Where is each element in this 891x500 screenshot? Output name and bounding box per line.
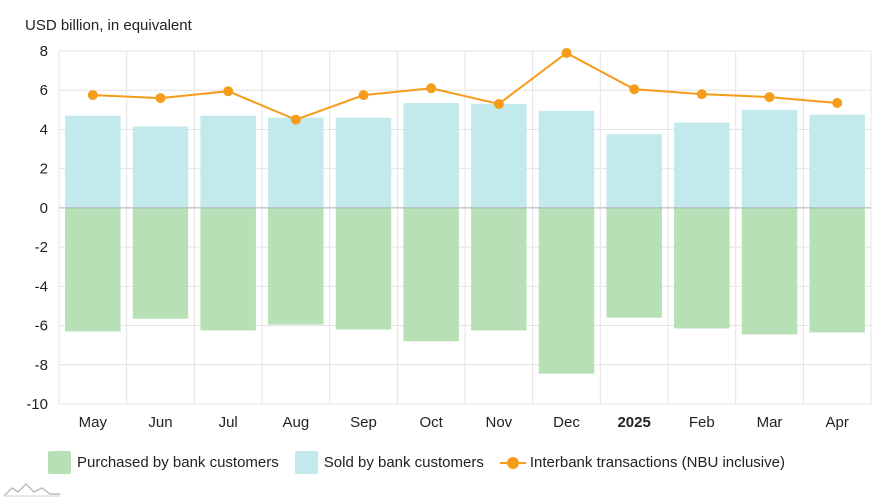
y-tick-label: -6 <box>35 318 48 335</box>
logo-icon <box>3 483 60 497</box>
bar-sold <box>809 114 865 208</box>
bar-sold <box>403 102 459 208</box>
legend-label-purchased: Purchased by bank customers <box>77 454 279 471</box>
point-interbank <box>493 98 504 109</box>
legend: Purchased by bank customers Sold by bank… <box>48 451 801 474</box>
legend-item-interbank[interactable]: Interbank transactions (NBU inclusive) <box>499 451 785 474</box>
legend-swatch-interbank <box>499 451 526 474</box>
bar-purchased <box>471 207 527 331</box>
bar-purchased <box>268 207 324 325</box>
x-tick-label: May <box>79 414 108 431</box>
x-tick-label: Apr <box>825 414 848 431</box>
bar-sold <box>65 115 121 208</box>
bar-purchased <box>606 207 662 318</box>
point-interbank <box>764 92 775 103</box>
bar-purchased <box>65 207 121 332</box>
bar-sold <box>741 109 798 208</box>
bar-sold <box>606 134 662 208</box>
x-tick-label: Jun <box>148 414 172 431</box>
bar-purchased <box>335 207 392 330</box>
point-interbank <box>290 114 301 125</box>
bar-sold <box>268 117 324 208</box>
y-tick-label: -4 <box>35 278 48 295</box>
x-tick-label: Mar <box>757 414 783 431</box>
series-line-interbank <box>92 51 838 121</box>
x-tick-label: Oct <box>419 414 443 431</box>
point-interbank <box>426 83 437 94</box>
point-interbank <box>696 89 707 100</box>
bar-purchased <box>538 207 595 374</box>
point-interbank <box>155 93 166 104</box>
bar-purchased <box>200 207 256 331</box>
bar-sold <box>132 126 189 208</box>
bar-sold <box>471 103 527 208</box>
bar-sold <box>335 117 392 208</box>
y-tick-label: 6 <box>40 82 48 99</box>
bar-purchased <box>132 207 189 319</box>
x-tick-label: 2025 <box>617 414 650 431</box>
y-tick-label: 8 <box>40 43 48 60</box>
point-interbank <box>629 84 640 95</box>
y-tick-label: 2 <box>40 161 48 178</box>
bar-sold <box>674 122 730 208</box>
x-tick-label: Sep <box>350 414 377 431</box>
y-tick-label: -8 <box>35 357 48 374</box>
bar-sold <box>200 115 256 208</box>
x-tick-label: Aug <box>282 414 309 431</box>
y-axis-label: USD billion, in equivalent <box>25 17 192 34</box>
legend-item-sold[interactable]: Sold by bank customers <box>294 451 484 474</box>
y-tick-label: 4 <box>40 121 48 138</box>
legend-swatch-purchased <box>48 451 71 474</box>
legend-label-interbank: Interbank transactions (NBU inclusive) <box>529 454 785 471</box>
point-interbank <box>358 90 369 101</box>
legend-label-sold: Sold by bank customers <box>323 454 484 471</box>
y-tick-label: 0 <box>40 200 48 217</box>
bar-purchased <box>674 207 730 329</box>
bar-purchased <box>741 207 798 335</box>
bar-purchased <box>809 207 865 333</box>
point-interbank <box>223 86 234 97</box>
point-interbank <box>561 47 572 58</box>
bar-purchased <box>403 207 459 342</box>
x-tick-label: Jul <box>219 414 238 431</box>
point-interbank <box>832 97 843 108</box>
y-tick-label: -2 <box>35 239 48 256</box>
legend-item-purchased[interactable]: Purchased by bank customers <box>48 451 279 474</box>
x-tick-label: Feb <box>689 414 715 431</box>
x-tick-label: Nov <box>485 414 512 431</box>
legend-swatch-sold <box>294 451 318 474</box>
bar-sold <box>538 110 595 208</box>
point-interbank <box>87 90 98 101</box>
x-tick-label: Dec <box>553 414 580 431</box>
y-tick-label: -10 <box>26 396 48 413</box>
